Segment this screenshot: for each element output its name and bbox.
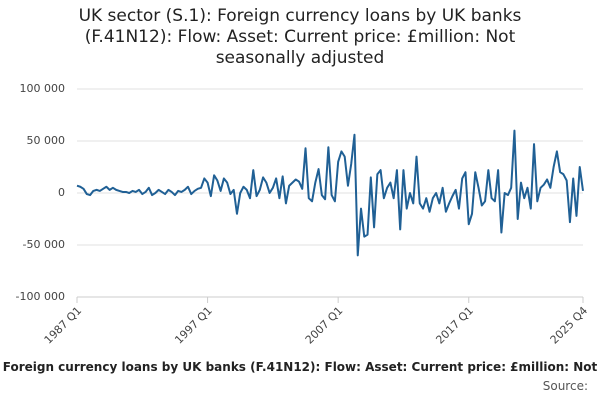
- x-tick-label: 2017 Q1: [433, 304, 476, 347]
- source: Source:: [542, 379, 588, 393]
- legend-entry: Foreign currency loans by UK banks (F.41…: [2, 360, 598, 374]
- y-tick-label: 50 000: [27, 134, 66, 147]
- x-tick-label: 1997 Q1: [172, 304, 215, 347]
- y-tick-label: -50 000: [23, 238, 65, 251]
- data-line: [76, 129, 584, 257]
- x-tick-label: 1987 Q1: [42, 304, 85, 347]
- y-tick-label: -100 000: [16, 290, 65, 303]
- y-tick-label: 100 000: [20, 82, 66, 95]
- x-tick-label: 2007 Q1: [303, 304, 346, 347]
- chart-title: UK sector (S.1): Foreign currency loans …: [78, 6, 522, 68]
- y-tick-label: 0: [58, 186, 65, 199]
- x-tick-label: 2025 Q4: [548, 304, 591, 347]
